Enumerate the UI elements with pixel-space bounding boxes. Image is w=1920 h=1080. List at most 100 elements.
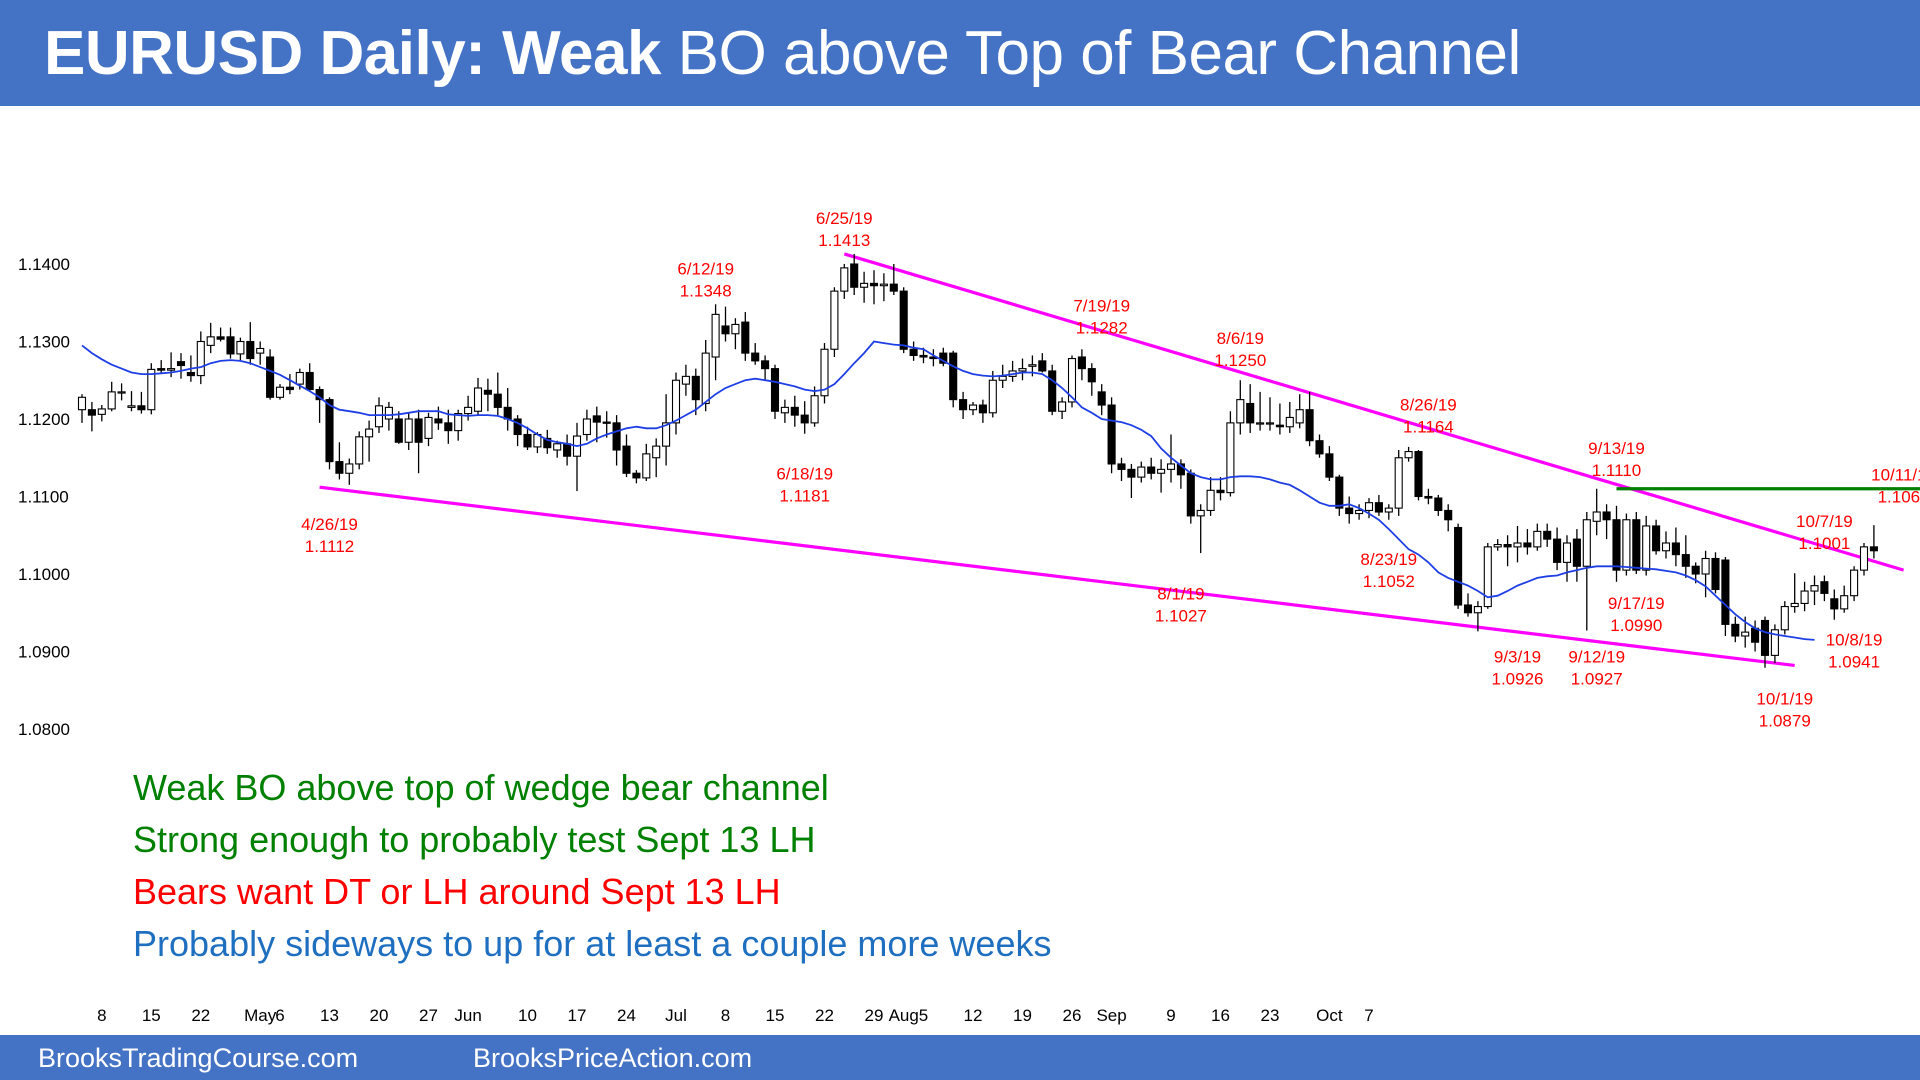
candle-body-bull [860, 282, 869, 288]
candle [1226, 411, 1235, 497]
price-annotation: 4/26/19 1.1112 [301, 515, 358, 556]
candle [1117, 457, 1126, 481]
candle [107, 381, 116, 412]
candle-body-bear [691, 375, 700, 401]
price-annotation: 10/11/19 1.1063 [1871, 465, 1920, 506]
candle-body-bull [1028, 364, 1037, 367]
candle [1008, 360, 1017, 382]
candle [860, 271, 869, 303]
candle-body-bull [642, 453, 651, 479]
candle [770, 364, 780, 419]
candle [127, 391, 136, 412]
candle [1701, 550, 1710, 598]
candle-body-bear [503, 406, 512, 420]
candle-body-bull [107, 391, 116, 410]
candle-body-bear [1216, 489, 1225, 494]
candle-body-bull [968, 404, 978, 411]
candle [87, 401, 96, 432]
candle [1216, 477, 1225, 501]
candle-body-bull [830, 290, 839, 350]
x-axis: 8 15 22 May 6 13 20 27 Jun 10 17 24 Jul 8 15 22 29 Aug 5 12… [97, 1006, 1374, 1025]
candle-body-bear [800, 414, 809, 424]
candle-body-bull [365, 428, 374, 438]
candle [563, 434, 572, 466]
candle [1790, 573, 1799, 613]
candle [1463, 593, 1473, 617]
price-annotation: 9/17/19 1.0990 [1608, 594, 1665, 635]
candle-body-bull [1582, 519, 1591, 567]
candle-body-bull [127, 405, 136, 408]
candle [652, 438, 661, 478]
price-annotation: 6/18/19 1.1181 [776, 465, 833, 506]
candle [1355, 504, 1364, 520]
footer-link-brooks-trading-course[interactable]: BrooksTradingCourse.com [38, 1043, 359, 1073]
candle [483, 378, 492, 412]
candle-body-bull [1355, 509, 1364, 515]
annotation-date: 9/17/19 [1608, 594, 1665, 613]
annotation-price: 1.1063 [1878, 487, 1920, 506]
candle-body-bear [949, 352, 958, 401]
trendline-bottom-of-wedge [319, 485, 1795, 668]
candle [1067, 355, 1077, 408]
candle [1612, 505, 1621, 582]
candle-body-bull [582, 418, 591, 436]
candle [790, 395, 799, 427]
candle [1780, 601, 1789, 635]
candle [553, 440, 562, 458]
candle-body-bear [414, 418, 423, 443]
candle [1077, 349, 1086, 381]
price-annotation: 6/12/19 1.1348 [677, 259, 734, 300]
candle [226, 327, 235, 359]
candle-body-bear [721, 325, 730, 335]
annotation-price: 1.0926 [1492, 669, 1544, 688]
candle-body-bear [1335, 476, 1344, 509]
price-annotation: 9/3/19 1.0926 [1492, 647, 1544, 688]
annotation-date: 8/1/19 [1157, 585, 1204, 604]
candle [1513, 525, 1522, 563]
candle-body-bull [454, 413, 463, 432]
candle [909, 341, 918, 361]
candle [117, 383, 126, 401]
x-tick-label: 16 [1211, 1006, 1230, 1025]
candle-body-bull [1285, 416, 1294, 428]
annotation-price: 1.1413 [818, 231, 870, 250]
note-line: Probably sideways to up for at least a c… [133, 923, 1051, 964]
candle [1295, 394, 1304, 429]
candle-body-bull [1394, 457, 1403, 509]
candle [1454, 523, 1463, 609]
candle [1543, 523, 1552, 547]
candle-body-bear [1691, 565, 1700, 575]
candle [612, 415, 621, 466]
annotation-date: 6/25/19 [816, 209, 873, 228]
candle [1038, 353, 1047, 373]
candle-body-bear [394, 418, 403, 443]
footer-link-brooks-price-action[interactable]: BrooksPriceAction.com [473, 1043, 753, 1073]
candle-body-bear [751, 352, 760, 362]
annotation-price: 1.1052 [1363, 572, 1415, 591]
candle [1157, 459, 1166, 493]
candle-body-bear [1869, 546, 1878, 552]
candle-body-bear [612, 422, 621, 451]
candle-body-bull [1701, 557, 1710, 575]
candle [236, 337, 245, 361]
candle-body-bear [978, 404, 987, 414]
trendlines [319, 252, 1920, 668]
candle-body-bull [731, 323, 740, 335]
y-tick-label: 1.1100 [18, 488, 69, 507]
candle-body-bear [959, 399, 968, 411]
x-tick-label: 8 [721, 1006, 730, 1025]
x-tick-label: 19 [1013, 1006, 1032, 1025]
candle [1087, 363, 1096, 396]
candle-body-bull [1483, 546, 1492, 608]
x-tick-label: 8 [97, 1006, 106, 1025]
candle [830, 287, 839, 357]
candle [1097, 384, 1106, 416]
x-tick-label: 26 [1063, 1006, 1082, 1025]
candle-body-bull [1850, 569, 1859, 597]
candle-body-bear [226, 336, 235, 355]
candle-body-bull [1790, 602, 1799, 608]
candle [939, 347, 948, 367]
price-annotations: 6/25/19 1.1413 6/12/19 1.1348 7/19/19 1.1282 8… [301, 209, 1920, 730]
candle-body-bull [1067, 358, 1077, 403]
trendline-top-of-bear-channel [843, 252, 1905, 572]
